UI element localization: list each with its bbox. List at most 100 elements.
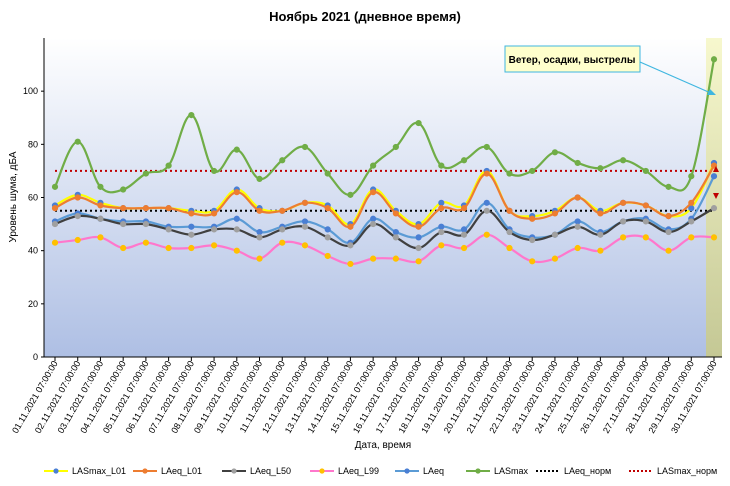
series-lasmax <box>51 56 718 198</box>
data-point <box>279 207 286 214</box>
data-point <box>97 215 104 222</box>
data-point <box>438 242 445 249</box>
legend-label: LASmax <box>494 466 529 476</box>
data-point <box>710 173 718 180</box>
data-point <box>97 202 104 209</box>
annotation-arrow <box>639 61 714 95</box>
legend-item: LASmax <box>466 466 529 476</box>
annotation-text: Ветер, осадки, выстрелы <box>509 55 636 66</box>
legend-marker <box>231 468 237 474</box>
data-point <box>256 255 263 262</box>
data-point <box>642 234 649 241</box>
data-point <box>279 239 286 246</box>
data-point <box>620 218 627 225</box>
data-point <box>574 223 581 230</box>
data-point <box>142 239 149 246</box>
limit-marker-down <box>713 193 719 199</box>
data-point <box>97 183 104 190</box>
data-point <box>529 167 536 175</box>
data-point <box>120 220 127 228</box>
data-point <box>301 223 309 230</box>
data-point <box>120 186 127 193</box>
data-point <box>324 252 331 260</box>
data-point <box>347 223 354 230</box>
data-point <box>415 223 422 230</box>
legend-marker <box>404 468 410 474</box>
data-point <box>438 228 445 236</box>
data-point <box>74 236 81 244</box>
data-point <box>551 149 559 156</box>
data-point <box>347 242 354 249</box>
data-point <box>51 220 59 228</box>
y-tick-label: 80 <box>28 139 38 149</box>
annotation: Ветер, осадки, выстрелы <box>504 45 716 95</box>
data-point <box>597 247 604 254</box>
data-point <box>51 183 59 190</box>
data-point <box>483 207 490 214</box>
legend-marker <box>53 468 59 474</box>
legend-item: LAeq <box>395 466 444 476</box>
legend: LASmax_L01 LAeq_L01 LAeq_L50 LAeq_L99 LAeq LA… <box>44 466 717 476</box>
data-point <box>710 234 718 241</box>
data-point <box>665 183 672 190</box>
data-point <box>301 242 309 249</box>
data-point <box>142 170 149 177</box>
data-point <box>120 244 127 252</box>
data-point <box>370 255 377 262</box>
data-point <box>51 205 59 212</box>
legend-item: LAeq_L99 <box>310 466 379 476</box>
data-point <box>370 189 377 196</box>
data-point <box>74 138 81 145</box>
data-point <box>210 226 218 233</box>
y-tick-label: 0 <box>33 352 38 362</box>
data-point <box>392 255 399 262</box>
data-point <box>165 205 172 212</box>
data-point <box>392 234 399 241</box>
data-point <box>483 170 490 177</box>
legend-item: LASmax_L01 <box>44 466 126 476</box>
chart-title: Ноябрь 2021 (дневное время) <box>269 9 461 24</box>
data-point <box>370 162 377 169</box>
data-point <box>370 220 377 228</box>
data-point <box>710 56 718 63</box>
data-point <box>597 210 604 217</box>
data-point <box>347 191 354 198</box>
data-point <box>551 255 559 262</box>
data-point <box>415 258 422 265</box>
legend-label: LAeq_L99 <box>338 466 379 476</box>
data-point <box>256 234 263 241</box>
data-point <box>142 220 149 228</box>
data-point <box>210 242 218 249</box>
data-point <box>551 210 559 217</box>
data-point <box>97 234 104 241</box>
data-point <box>483 231 490 238</box>
data-point <box>210 210 218 217</box>
data-point <box>574 244 581 252</box>
data-point <box>120 205 127 212</box>
data-point <box>642 167 649 175</box>
data-point <box>256 207 263 214</box>
data-point <box>574 194 581 201</box>
data-point <box>688 218 695 225</box>
legend-marker <box>319 468 325 474</box>
data-point <box>279 157 286 164</box>
highlight-band <box>706 38 722 357</box>
data-point <box>665 247 672 254</box>
legend-item: LAeq_норм <box>536 466 611 476</box>
data-point <box>324 170 331 177</box>
data-point <box>165 162 172 169</box>
data-point <box>233 189 240 196</box>
data-point <box>642 218 649 225</box>
data-point <box>529 258 536 265</box>
annotation-arrowhead <box>707 89 716 95</box>
data-point <box>301 199 309 206</box>
data-point <box>551 231 559 238</box>
data-point <box>597 231 604 238</box>
data-point <box>665 213 672 220</box>
data-point <box>438 162 445 169</box>
legend-item: LAeq_L50 <box>222 466 291 476</box>
legend-marker <box>142 468 148 474</box>
data-point <box>620 234 627 241</box>
data-point <box>665 228 672 236</box>
legend-marker <box>475 468 481 474</box>
